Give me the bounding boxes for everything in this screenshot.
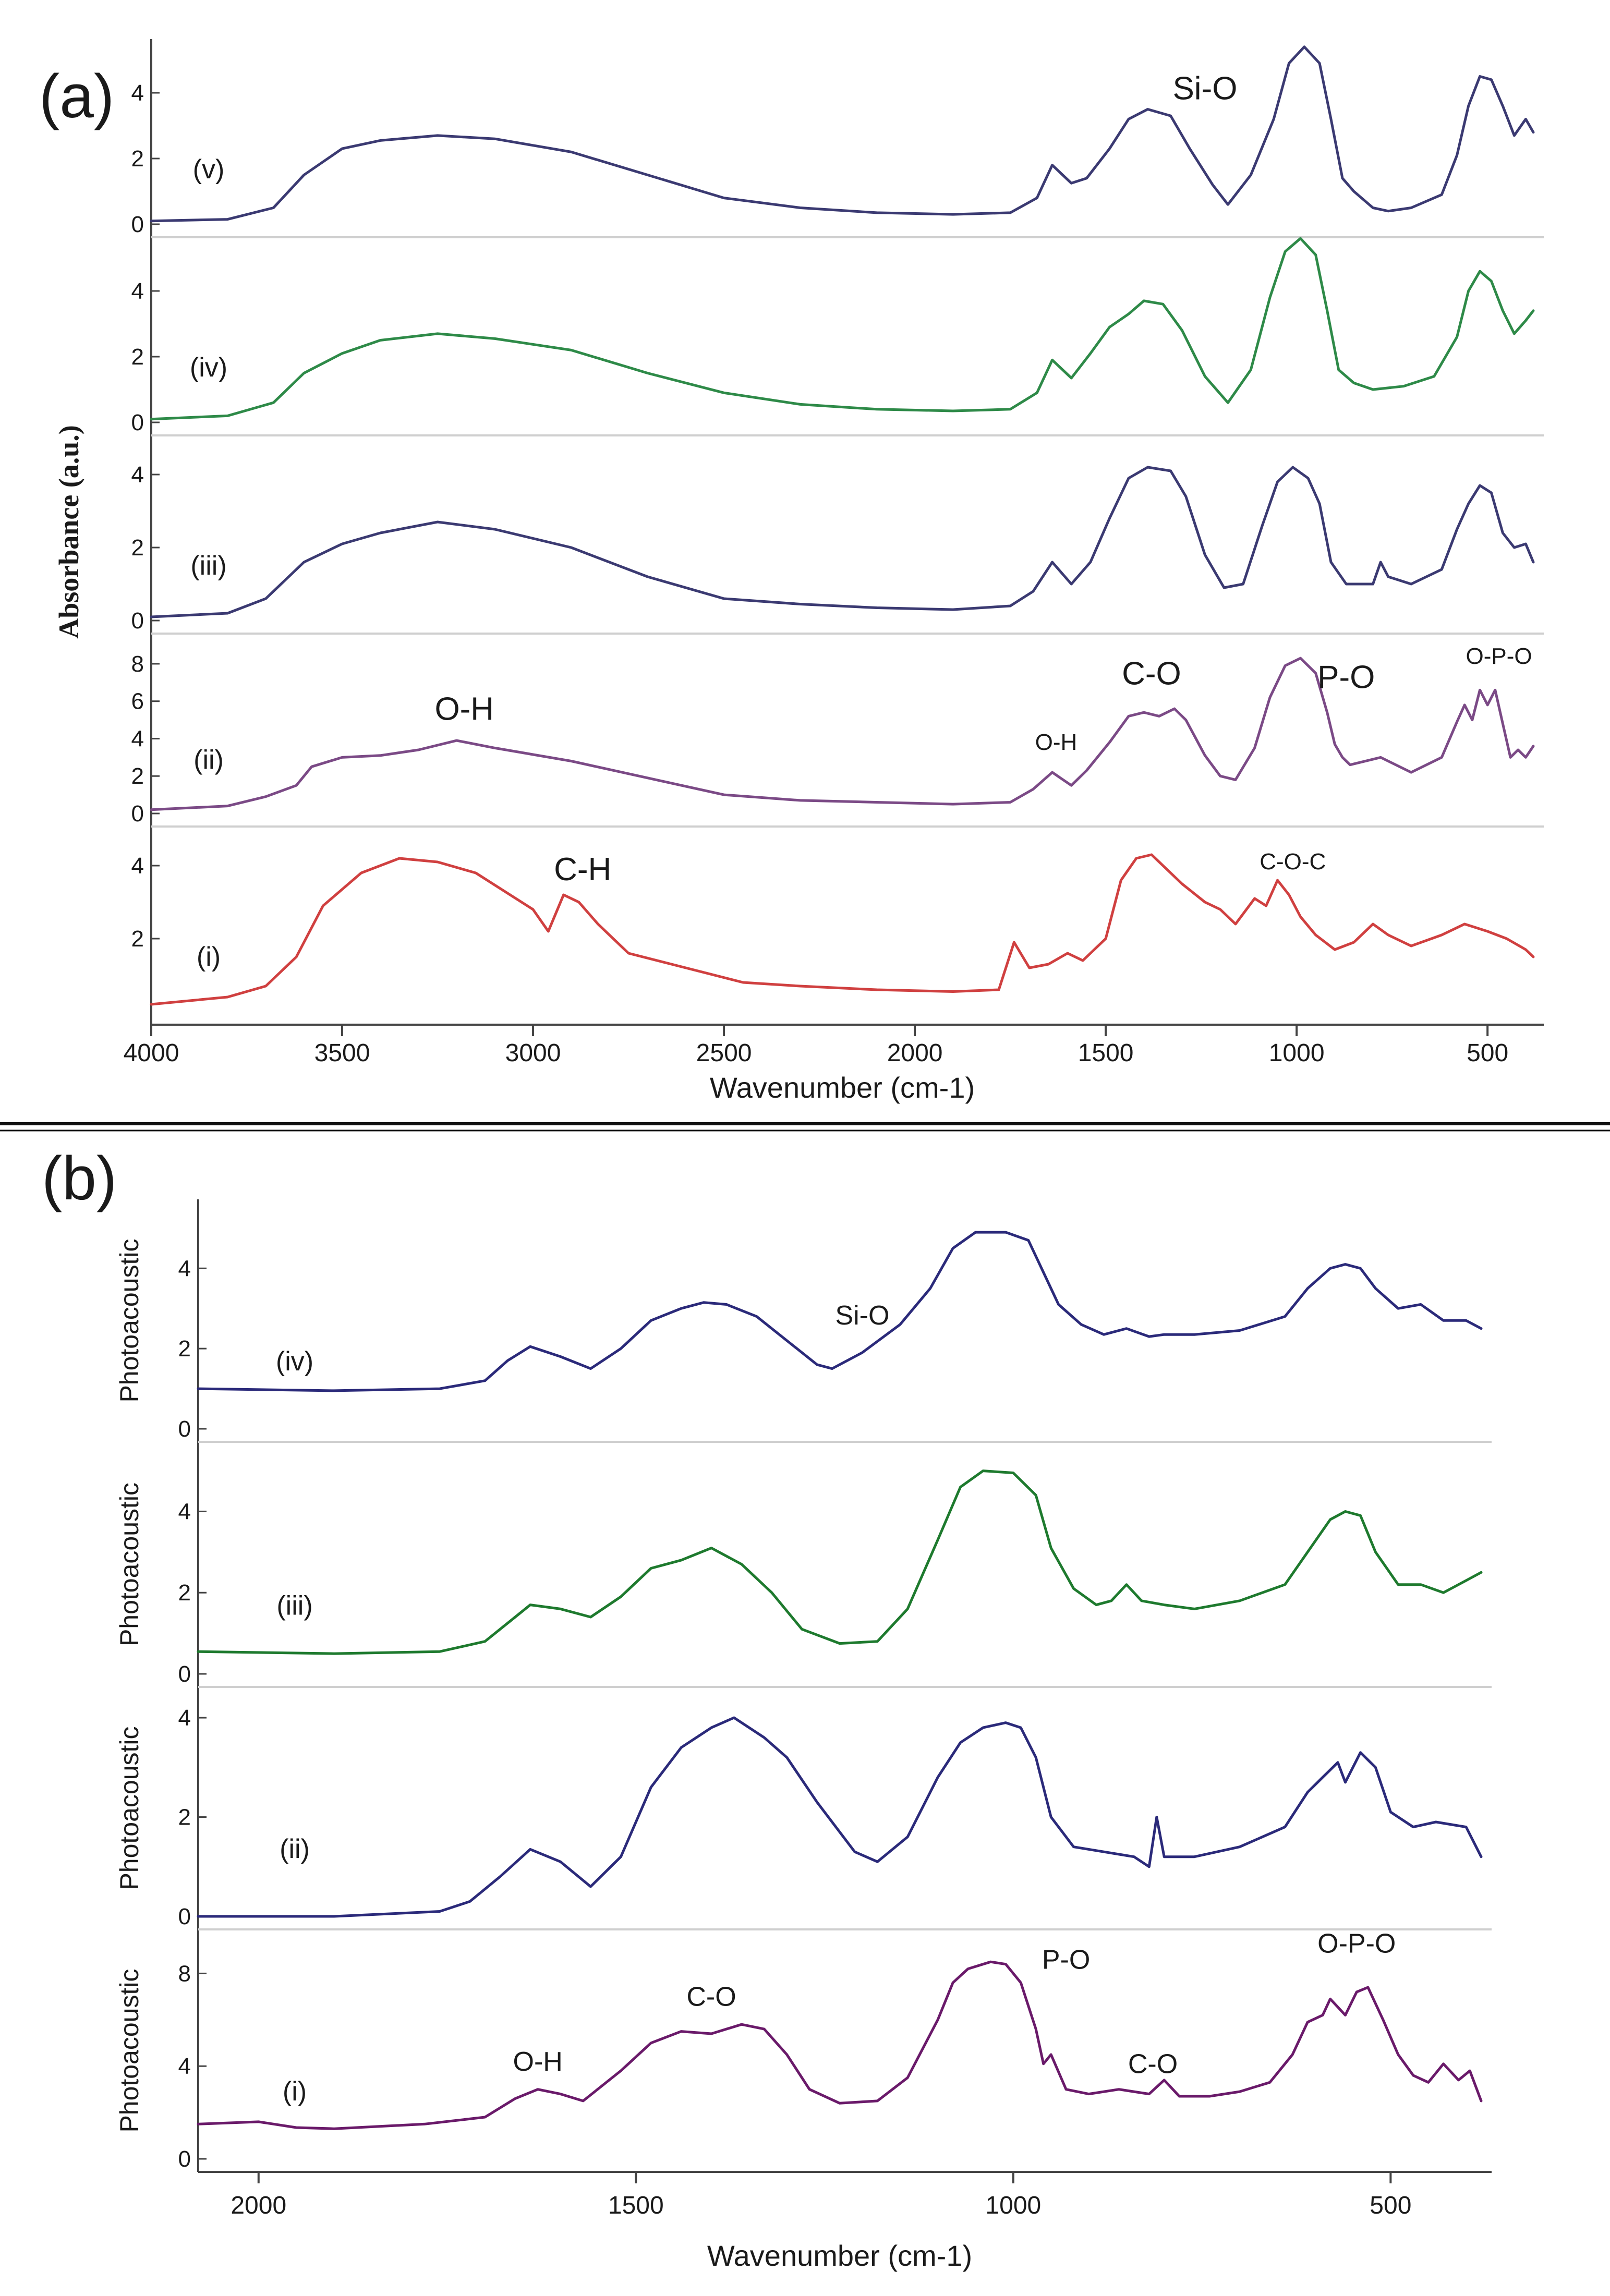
peak-annotation: C-O-C	[1260, 849, 1326, 874]
peak-annotation: O-P-O	[1466, 643, 1532, 669]
y-tick-label: 4	[131, 726, 144, 751]
y-tick-label: 0	[178, 1904, 191, 1929]
x-tick-label: 1000	[985, 2192, 1041, 2219]
y-tick-label: 4	[131, 278, 144, 304]
x-tick-label: 3500	[314, 1039, 370, 1067]
spectrum-trace-2	[197, 1716, 1483, 1918]
y-tick-label: 0	[131, 608, 144, 634]
y-tick-label: 4	[131, 462, 144, 488]
y-tick-label: 4	[131, 853, 144, 879]
x-tick-label: 1500	[1078, 1039, 1134, 1067]
y-axis-label: Photoacoustic	[115, 1726, 144, 1890]
y-tick-label: 2	[178, 1805, 191, 1830]
panel-label: (a)	[39, 62, 114, 131]
x-tick-label: 3000	[505, 1039, 561, 1067]
x-axis-label: Wavenumber (cm-1)	[707, 2239, 972, 2272]
trace-label: (iii)	[190, 551, 226, 581]
panel-a: (a)4000 3500 3000 2500 2000 1500 1000 500Wavenu…	[39, 39, 1544, 1104]
y-tick-label: 0	[178, 2146, 191, 2172]
trace-label: (ii)	[280, 1834, 310, 1864]
y-tick-label: 2	[178, 1580, 191, 1606]
peak-annotation: C-O	[686, 1982, 736, 2012]
x-tick-label: 1000	[1269, 1039, 1325, 1067]
y-axis-label: Photoacoustic	[115, 1969, 144, 2132]
spectrum-trace-0	[197, 1231, 1483, 1392]
x-tick-label: 500	[1370, 2192, 1411, 2219]
x-axis-label: Wavenumber (cm-1)	[710, 1071, 975, 1104]
peak-annotation: P-O	[1042, 1945, 1090, 1975]
y-tick-label: 4	[131, 80, 144, 106]
y-tick-label: 4	[178, 1705, 191, 1731]
peak-annotation: O-H	[513, 2047, 563, 2077]
x-tick-label: 500	[1467, 1039, 1508, 1067]
trace-label: (ii)	[193, 745, 224, 775]
y-tick-label: 6	[131, 689, 144, 714]
y-tick-label: 4	[178, 1499, 191, 1524]
trace-label: (iii)	[276, 1591, 312, 1621]
y-tick-label: 8	[131, 651, 144, 677]
spectrum-trace-1	[150, 237, 1535, 421]
y-tick-label: 8	[178, 1961, 191, 1986]
peak-annotation: O-P-O	[1317, 1928, 1396, 1959]
trace-label: (i)	[283, 2076, 307, 2107]
y-axis-label: Photoacoustic	[115, 1238, 144, 1402]
spectrum-trace-2	[150, 466, 1535, 618]
spectrum-trace-3	[150, 657, 1535, 811]
y-tick-label: 4	[178, 1256, 191, 1281]
y-tick-label: 2	[131, 926, 144, 952]
peak-annotation: O-H	[1035, 730, 1078, 755]
peak-annotation: O-H	[434, 691, 494, 727]
spectrum-trace-1	[197, 1469, 1483, 1655]
y-tick-label: 2	[131, 763, 144, 789]
trace-label: (i)	[197, 942, 221, 972]
x-tick-label: 4000	[124, 1039, 179, 1067]
y-tick-label: 0	[131, 212, 144, 237]
y-tick-label: 2	[131, 535, 144, 561]
trace-label: (iv)	[190, 353, 227, 383]
spectrum-trace-4	[150, 853, 1535, 1006]
y-axis-label: Photoacoustic	[115, 1483, 144, 1646]
panel-label: (b)	[42, 1144, 117, 1213]
peak-annotation: P-O	[1317, 660, 1375, 696]
peak-annotation: C-H	[554, 852, 611, 888]
peak-annotation: Si-O	[1172, 71, 1237, 107]
y-tick-label: 2	[131, 146, 144, 172]
peak-annotation: C-O	[1128, 2049, 1178, 2080]
peak-annotation: C-O	[1122, 655, 1181, 691]
y-tick-label: 0	[178, 1416, 191, 1442]
y-tick-label: 2	[131, 344, 144, 370]
y-tick-label: 0	[178, 1661, 191, 1687]
y-tick-label: 0	[131, 410, 144, 435]
x-tick-label: 2000	[887, 1039, 943, 1067]
x-tick-label: 2000	[231, 2192, 286, 2219]
trace-label: (v)	[193, 154, 225, 185]
spectrum-trace-0	[150, 45, 1535, 223]
spectrum-trace-3	[197, 1960, 1483, 2130]
x-tick-label: 2500	[696, 1039, 752, 1067]
x-tick-label: 1500	[608, 2192, 664, 2219]
trace-label: (iv)	[276, 1346, 313, 1377]
y-tick-label: 0	[131, 801, 144, 827]
y-tick-label: 2	[178, 1336, 191, 1362]
y-tick-label: 4	[178, 2054, 191, 2079]
y-axis-label: Absorbance (a.u.)	[53, 425, 84, 639]
peak-annotation: Si-O	[835, 1301, 889, 1331]
